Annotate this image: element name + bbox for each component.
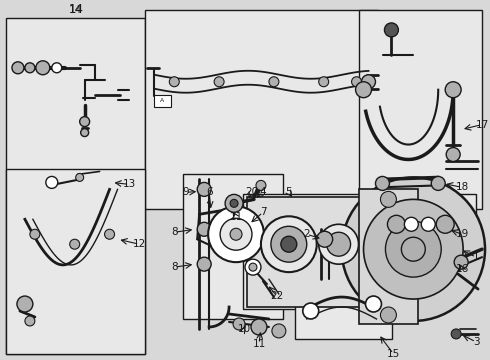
Text: 17: 17 [475, 120, 489, 130]
Circle shape [220, 218, 252, 250]
Bar [6, 170, 146, 354]
Text: 11: 11 [252, 339, 266, 349]
Text: 14: 14 [69, 5, 82, 15]
Circle shape [30, 229, 40, 239]
Circle shape [230, 199, 238, 207]
Circle shape [388, 215, 405, 233]
Circle shape [445, 82, 461, 98]
Circle shape [380, 192, 396, 207]
Circle shape [318, 77, 329, 87]
Bar [243, 194, 367, 309]
Text: 2: 2 [303, 229, 310, 239]
Bar [378, 194, 476, 274]
Circle shape [404, 217, 418, 231]
Circle shape [251, 319, 267, 335]
Circle shape [17, 296, 33, 312]
Circle shape [342, 177, 485, 321]
Text: 4: 4 [260, 188, 266, 197]
Circle shape [364, 199, 463, 299]
Circle shape [75, 174, 84, 181]
Circle shape [70, 239, 80, 249]
Circle shape [80, 117, 90, 127]
Text: 5: 5 [286, 188, 292, 197]
Text: 15: 15 [387, 349, 400, 359]
Circle shape [249, 263, 257, 271]
Circle shape [261, 216, 317, 272]
Text: 6: 6 [206, 188, 213, 197]
Bar [154, 95, 171, 107]
Circle shape [366, 296, 381, 312]
Text: 3: 3 [473, 337, 479, 347]
Circle shape [46, 176, 58, 188]
Bar [295, 279, 392, 339]
Circle shape [421, 217, 435, 231]
Circle shape [352, 77, 362, 87]
Circle shape [281, 236, 297, 252]
Text: 20: 20 [245, 188, 259, 197]
Circle shape [81, 129, 89, 136]
Text: 8: 8 [171, 262, 177, 272]
Circle shape [385, 23, 398, 37]
Bar [146, 10, 378, 209]
Bar [6, 18, 146, 354]
Text: 7: 7 [260, 207, 266, 217]
Circle shape [436, 215, 454, 233]
Circle shape [318, 224, 359, 264]
Circle shape [245, 259, 261, 275]
Circle shape [327, 232, 350, 256]
Text: 13: 13 [123, 179, 136, 189]
Circle shape [375, 176, 390, 190]
Text: 18: 18 [456, 183, 469, 192]
Circle shape [431, 176, 445, 190]
Text: 1: 1 [473, 252, 479, 262]
Circle shape [12, 62, 24, 74]
Text: 8: 8 [171, 227, 177, 237]
Circle shape [401, 237, 425, 261]
Circle shape [454, 255, 468, 269]
Circle shape [272, 324, 286, 338]
Text: 12: 12 [133, 239, 146, 249]
Circle shape [386, 221, 441, 277]
Circle shape [380, 307, 396, 323]
Circle shape [170, 77, 179, 87]
Circle shape [356, 82, 371, 98]
Circle shape [317, 231, 333, 247]
Circle shape [52, 63, 62, 73]
Circle shape [362, 75, 375, 89]
Circle shape [269, 77, 279, 87]
Circle shape [197, 183, 211, 196]
Circle shape [446, 148, 460, 162]
Bar [183, 175, 283, 319]
Text: 10: 10 [238, 324, 250, 334]
Circle shape [230, 228, 242, 240]
Circle shape [197, 257, 211, 271]
Circle shape [197, 222, 211, 236]
Circle shape [214, 77, 224, 87]
Text: 14: 14 [68, 4, 83, 17]
Circle shape [36, 61, 50, 75]
Text: 22: 22 [270, 291, 284, 301]
Bar [359, 189, 418, 324]
Bar [359, 10, 482, 209]
Circle shape [208, 206, 264, 262]
Circle shape [303, 303, 318, 319]
Bar [247, 197, 364, 307]
Circle shape [233, 318, 245, 330]
Text: A: A [160, 98, 165, 103]
Circle shape [271, 226, 307, 262]
Text: 19: 19 [456, 229, 469, 239]
Circle shape [451, 329, 461, 339]
Circle shape [225, 194, 243, 212]
Text: 9: 9 [182, 188, 189, 197]
Text: 16: 16 [456, 264, 469, 274]
Circle shape [25, 63, 35, 73]
Circle shape [104, 229, 115, 239]
Text: 21: 21 [229, 212, 243, 222]
Circle shape [25, 316, 35, 326]
Circle shape [256, 180, 266, 190]
